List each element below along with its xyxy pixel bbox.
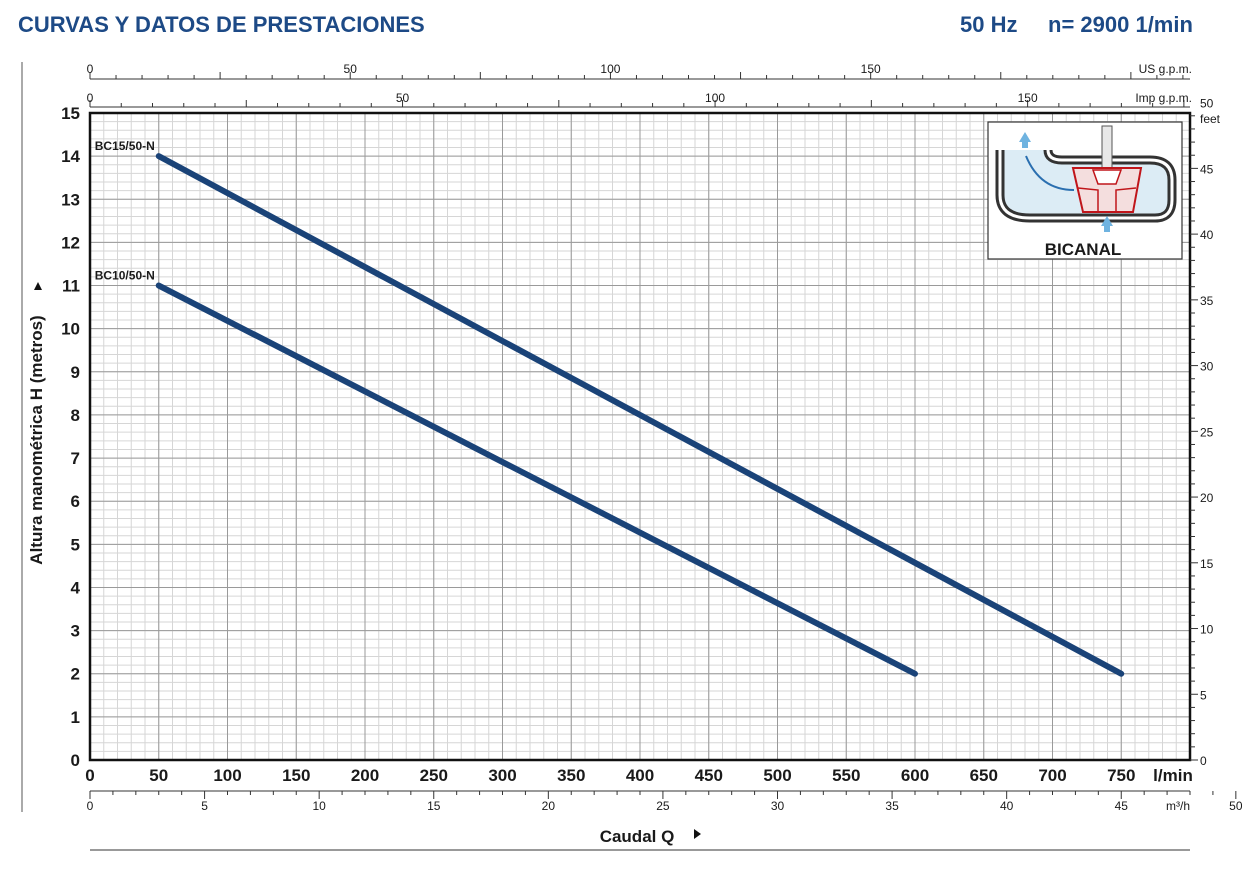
series-line-2 <box>155 282 918 677</box>
x-axis-title: Caudal Q <box>600 827 675 846</box>
y-tick-label: 5 <box>71 535 80 554</box>
m3h-unit-label: m³/h <box>1166 799 1190 813</box>
x-tick-label: 150 <box>282 766 310 785</box>
y-tick-label: 2 <box>71 665 80 684</box>
y-tick-label: 1 <box>71 708 80 727</box>
usgpm-tick-label: 50 <box>344 62 358 76</box>
impgpm-tick-label: 150 <box>1018 91 1038 105</box>
x-tick-label: 350 <box>557 766 585 785</box>
x-axis-arrow-icon <box>694 829 701 839</box>
feet-tick-label: 40 <box>1200 228 1214 242</box>
y-tick-label: 13 <box>61 190 80 209</box>
feet-tick-label: 45 <box>1200 162 1214 176</box>
x-tick-label: 450 <box>695 766 723 785</box>
m3h-tick-label: 10 <box>312 799 326 813</box>
inset-label: BICANAL <box>1045 240 1122 259</box>
bicanal-inset: BICANAL <box>987 121 1183 260</box>
m3h-tick-label: 15 <box>427 799 441 813</box>
m3h-tick-label: 50 <box>1229 799 1242 813</box>
feet-tick-label: 35 <box>1200 294 1214 308</box>
y-tick-label: 9 <box>71 363 80 382</box>
y-tick-label: 15 <box>61 104 80 123</box>
frequency-label: 50 Hz <box>960 12 1018 37</box>
x-tick-label: 600 <box>901 766 929 785</box>
y-tick-label: 12 <box>61 233 80 252</box>
m3h-tick-label: 35 <box>885 799 899 813</box>
feet-tick-label: 10 <box>1200 623 1214 637</box>
m3h-tick-label: 5 <box>201 799 208 813</box>
x-tick-label: 50 <box>149 766 168 785</box>
m3h-tick-label: 40 <box>1000 799 1014 813</box>
x-tick-label: 0 <box>85 766 94 785</box>
speed-label: n= 2900 1/min <box>1048 12 1193 37</box>
plot-frame <box>88 111 1192 762</box>
x-tick-label: 400 <box>626 766 654 785</box>
feet-tick-label: 50 <box>1200 97 1214 111</box>
series-label-2: BC10/50-N <box>95 269 155 283</box>
y-axis-arrow-icon <box>34 282 42 290</box>
x-tick-label: 200 <box>351 766 379 785</box>
y-axis-title: Altura manométrica H (metros) <box>27 315 46 564</box>
x-tick-label: 500 <box>763 766 791 785</box>
x-tick-label: 300 <box>488 766 516 785</box>
feet-tick-label: 15 <box>1200 557 1214 571</box>
x-tick-label: 250 <box>420 766 448 785</box>
feet-tick-label: 30 <box>1200 360 1214 374</box>
y-tick-label: 6 <box>71 492 80 511</box>
usgpm-tick-label: 150 <box>861 62 881 76</box>
x-tick-label: 650 <box>970 766 998 785</box>
impgpm-tick-label: 100 <box>705 91 725 105</box>
m3h-tick-label: 30 <box>771 799 785 813</box>
y-tick-label: 4 <box>71 578 81 597</box>
series-label-1: BC15/50-N <box>95 139 155 153</box>
y-tick-label: 7 <box>71 449 80 468</box>
page-title: CURVAS Y DATOS DE PRESTACIONES <box>18 12 425 37</box>
impgpm-tick-label: 0 <box>87 91 94 105</box>
y-tick-label: 0 <box>71 751 80 770</box>
x-tick-label: 750 <box>1107 766 1135 785</box>
usgpm-tick-label: 100 <box>600 62 620 76</box>
y-tick-label: 8 <box>71 406 80 425</box>
y-tick-label: 3 <box>71 622 80 641</box>
m3h-tick-label: 20 <box>542 799 556 813</box>
impgpm-unit-label: Imp g.p.m. <box>1135 91 1192 105</box>
feet-tick-label: 5 <box>1200 688 1207 702</box>
x-tick-label: 700 <box>1038 766 1066 785</box>
feet-unit-label: feet <box>1200 112 1221 126</box>
y-tick-label: 11 <box>62 277 80 296</box>
feet-tick-label: 20 <box>1200 491 1214 505</box>
x-tick-label: 100 <box>213 766 241 785</box>
impgpm-tick-label: 50 <box>396 91 410 105</box>
feet-tick-label: 25 <box>1200 425 1214 439</box>
m3h-tick-label: 45 <box>1115 799 1129 813</box>
m3h-tick-label: 25 <box>656 799 670 813</box>
usgpm-unit-label: US g.p.m. <box>1139 62 1192 76</box>
x-unit-label: l/min <box>1153 766 1193 785</box>
x-tick-label: 550 <box>832 766 860 785</box>
y-tick-label: 10 <box>61 320 80 339</box>
feet-tick-label: 0 <box>1200 754 1207 768</box>
usgpm-tick-label: 0 <box>87 62 94 76</box>
y-tick-label: 14 <box>61 147 80 166</box>
series-line-1 <box>155 153 1125 677</box>
m3h-tick-label: 0 <box>87 799 94 813</box>
